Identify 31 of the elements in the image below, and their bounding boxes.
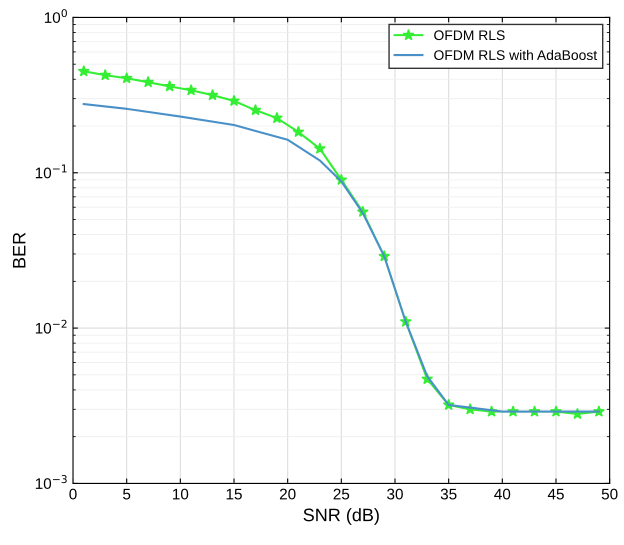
point xyxy=(185,84,198,96)
x-tick-label: 25 xyxy=(334,488,350,500)
y-tick-label: 10$^{−1}$ xyxy=(36,164,67,178)
point xyxy=(99,68,112,80)
point xyxy=(142,76,154,88)
point xyxy=(120,72,133,84)
point xyxy=(206,88,219,100)
x-axis-title: SNR (dB) xyxy=(304,508,379,525)
point xyxy=(270,112,283,124)
point xyxy=(314,142,326,154)
point xyxy=(228,94,240,106)
legend-label: OFDM RLS xyxy=(434,30,505,40)
y-tick-label: 10$^{−2}$ xyxy=(36,320,67,334)
x-tick-label: 15 xyxy=(226,488,242,500)
x-tick-label: 35 xyxy=(440,488,457,500)
y-tick-label: 10$^{−3}$ xyxy=(36,475,67,489)
x-tick-label: 40 xyxy=(494,488,510,500)
y-tick-label: 10$^{0}$ xyxy=(44,9,67,24)
point xyxy=(164,80,176,92)
x-tick-label: 5 xyxy=(123,488,130,500)
y-axis-title: BER xyxy=(12,232,26,268)
x-tick-label: 10 xyxy=(173,488,188,500)
x-tick-label: 50 xyxy=(602,488,618,500)
x-tick-label: 45 xyxy=(548,488,564,500)
point xyxy=(78,65,90,76)
x-tick-label: 20 xyxy=(280,488,296,500)
legend-label: OFDM RLS with AdaBoost xyxy=(434,50,598,60)
point xyxy=(249,104,262,116)
x-tick-label: 30 xyxy=(387,488,403,500)
point xyxy=(292,126,304,138)
x-tick-label: 0 xyxy=(69,488,77,500)
